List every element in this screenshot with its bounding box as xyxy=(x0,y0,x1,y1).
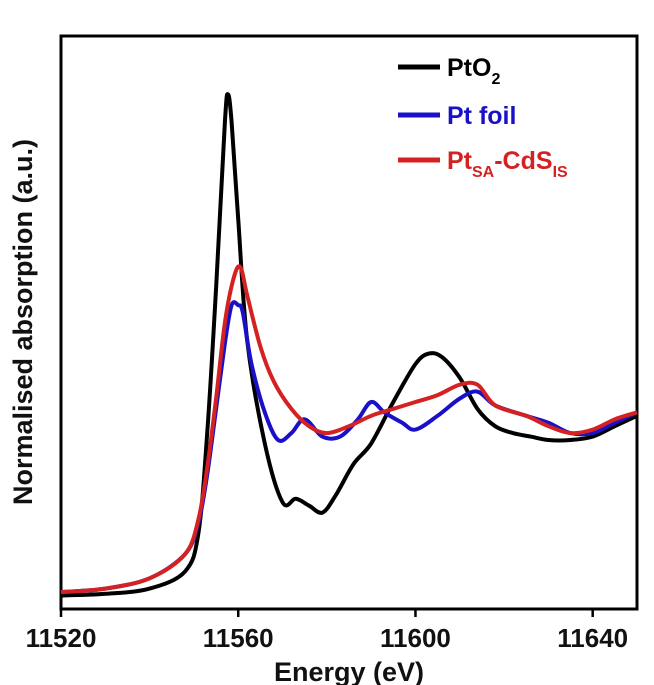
legend-item-pt-foil: Pt foil xyxy=(398,102,516,130)
series-line-ptsa-cdsis xyxy=(60,264,638,595)
x-axis-ticks: 11520 11560 11600 11640 xyxy=(26,609,628,653)
legend-label-pto2-main: PtO xyxy=(447,54,491,82)
y-axis-title: Normalised absorption (a.u.) xyxy=(8,139,38,505)
legend-item-pto2: PtO2 xyxy=(398,54,500,88)
x-tick-label: 11560 xyxy=(203,623,274,653)
x-tick-label: 11600 xyxy=(380,623,451,653)
series-line-pt-foil xyxy=(60,300,638,595)
legend-label-pto2: PtO2 xyxy=(447,54,500,88)
plot-frame xyxy=(59,34,639,611)
legend-label-ptsa-tail: -CdS xyxy=(494,147,552,175)
legend-label-ptsa-main: Pt xyxy=(447,147,473,175)
legend-item-ptsa-cdsis: PtSA-CdSIS xyxy=(398,147,568,181)
x-tick-label: 11640 xyxy=(557,623,628,653)
legend-label-ptsa-cdsis: PtSA-CdSIS xyxy=(447,147,568,181)
legend-label-pto2-sub: 2 xyxy=(491,71,500,88)
x-axis-title: Energy (eV) xyxy=(274,657,424,685)
series-line-pto2 xyxy=(60,92,638,598)
x-tick-label: 11520 xyxy=(26,623,97,653)
series-layer xyxy=(60,92,638,598)
legend-label-ptsa-sub: SA xyxy=(472,164,495,181)
legend-label-pt-foil: Pt foil xyxy=(447,102,516,130)
legend-label-ptsa-sub2: IS xyxy=(553,164,568,181)
legend: PtO2 Pt foil PtSA-CdSIS xyxy=(398,54,568,181)
